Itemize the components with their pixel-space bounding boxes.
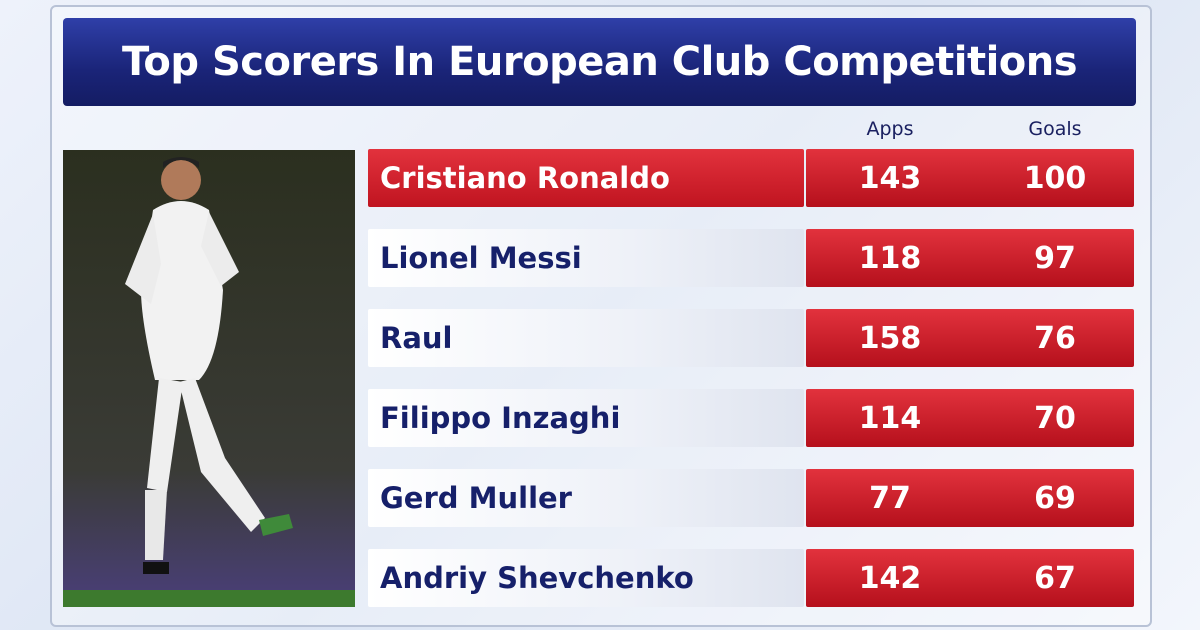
player-name: Raul: [368, 309, 804, 367]
apps: 114: [858, 401, 922, 436]
goals: 67: [1034, 561, 1076, 596]
goals: 76: [1034, 321, 1076, 356]
column-header: Apps: [866, 118, 914, 140]
goals: 69: [1034, 481, 1076, 516]
apps: 158: [858, 321, 922, 356]
player-name: Filippo Inzaghi: [368, 389, 804, 447]
column-header: Goals: [1028, 118, 1082, 140]
apps: 143: [858, 161, 922, 196]
stats-cell: 142 67: [806, 549, 1134, 607]
stats-cell: 118 97: [806, 229, 1134, 287]
apps: 77: [869, 481, 911, 516]
player-name: Lionel Messi: [368, 229, 804, 287]
goals: 97: [1034, 241, 1076, 276]
player-name: Gerd Muller: [368, 469, 804, 527]
goals: 70: [1034, 401, 1076, 436]
apps: 142: [858, 561, 922, 596]
player-name: Andriy Shevchenko: [368, 549, 804, 607]
title: Top Scorers In European Club Competition…: [63, 18, 1136, 106]
stats-cell: 143 100: [806, 149, 1134, 207]
player-name: Cristiano Ronaldo: [368, 149, 804, 207]
stats-cell: 77 69: [806, 469, 1134, 527]
player-photo: [63, 150, 355, 607]
stats-cell: 114 70: [806, 389, 1134, 447]
apps: 118: [858, 241, 922, 276]
goals: 100: [1023, 161, 1087, 196]
stats-cell: 158 76: [806, 309, 1134, 367]
